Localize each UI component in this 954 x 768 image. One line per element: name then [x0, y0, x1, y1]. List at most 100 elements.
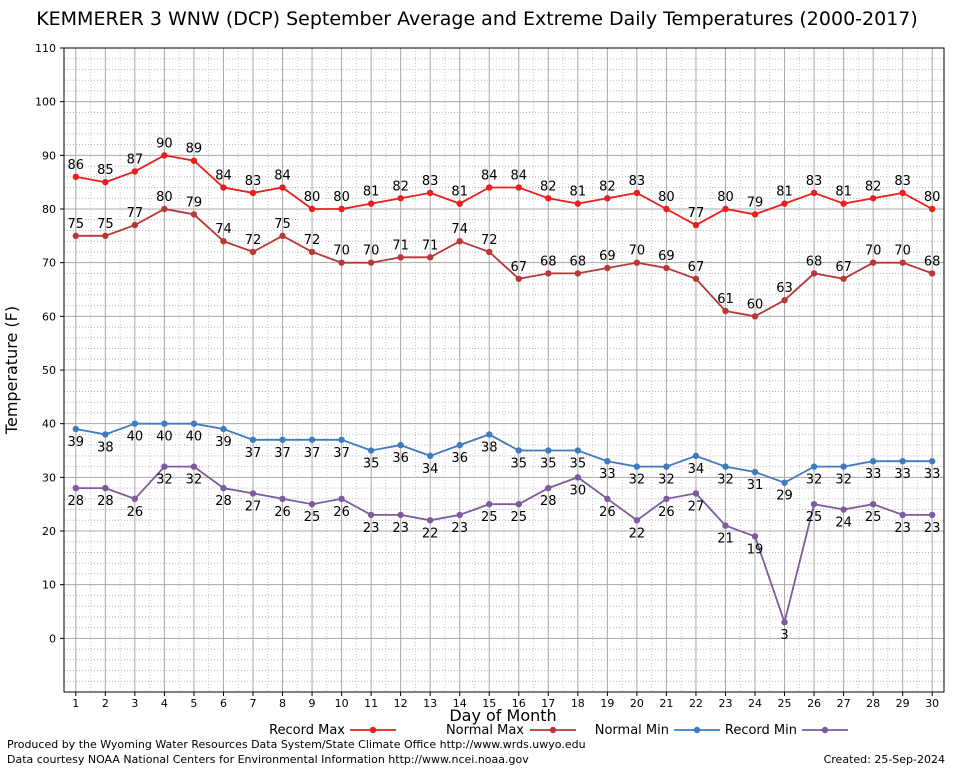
data-label-record-min: 28 [97, 494, 114, 509]
data-label-record-min: 3 [780, 628, 788, 643]
data-label-normal-min: 32 [658, 473, 675, 488]
data-point-record-min [869, 500, 877, 508]
y-tick-label: 30 [42, 471, 56, 484]
x-tick-label: 14 [453, 697, 467, 710]
x-tick-label: 1 [72, 697, 79, 710]
series-layer: 86 85 87 90 89 84 83 84 80 80 81 82 83 81 84 84 82 81 82 83… [68, 136, 941, 643]
y-tick-label: 0 [49, 632, 56, 645]
data-label-normal-max: 60 [747, 297, 764, 312]
data-point-record-min [338, 495, 345, 502]
data-point-normal-min [190, 420, 198, 427]
data-point-record-min [72, 484, 80, 492]
x-tick-label: 17 [541, 697, 555, 710]
x-tick-label: 2 [102, 697, 109, 710]
legend-label: Record Max [269, 723, 345, 738]
data-point-normal-max [338, 259, 345, 266]
y-tick-label: 110 [35, 42, 56, 55]
data-label-normal-max: 71 [422, 238, 439, 253]
data-label-normal-min: 37 [245, 446, 262, 461]
data-point-record-max [367, 200, 375, 207]
data-point-normal-min [810, 463, 818, 470]
data-label-normal-max: 67 [835, 260, 852, 275]
data-label-normal-min: 33 [924, 467, 941, 482]
series-record-max: 86 85 87 90 89 84 83 84 80 80 81 82 83 81 84 84 82 81 82 83… [68, 136, 940, 229]
data-point-record-max [781, 200, 788, 207]
data-label-normal-min: 38 [481, 440, 498, 455]
chart-grid [64, 47, 944, 693]
data-label-normal-min: 39 [215, 435, 232, 450]
data-point-record-max [456, 200, 463, 207]
data-label-normal-min: 37 [304, 446, 321, 461]
data-point-normal-max [810, 270, 818, 277]
series-line-normal-max [75, 208, 933, 318]
data-point-record-min [928, 511, 936, 519]
data-point-normal-max [633, 259, 641, 266]
x-axis-title: Day of Month [449, 706, 556, 725]
data-point-normal-max [426, 254, 434, 261]
data-label-record-min: 22 [629, 526, 646, 541]
data-label-record-min: 27 [245, 499, 262, 514]
data-point-record-min [692, 490, 700, 497]
data-label-record-min: 28 [68, 494, 85, 509]
data-point-normal-max [722, 307, 729, 315]
data-point-normal-min [722, 463, 729, 470]
y-tick-label: 50 [42, 364, 56, 377]
data-point-record-min [190, 463, 198, 470]
data-point-record-min [781, 619, 788, 626]
data-point-normal-min [840, 463, 847, 470]
data-point-record-max [308, 205, 316, 213]
data-point-record-min [722, 522, 729, 529]
data-label-normal-max: 75 [274, 217, 291, 232]
data-label-normal-min: 36 [451, 451, 468, 466]
data-label-normal-max: 74 [215, 222, 232, 237]
data-point-normal-max [486, 248, 493, 256]
data-label-normal-max: 68 [540, 254, 557, 269]
data-point-record-max [928, 205, 936, 213]
data-point-record-max [633, 189, 641, 197]
data-label-normal-min: 39 [68, 435, 85, 450]
data-point-record-max [190, 157, 198, 164]
x-tick-label: 24 [748, 697, 762, 710]
data-label-normal-max: 70 [865, 244, 882, 259]
data-point-normal-min [249, 436, 257, 443]
x-tick-label: 21 [659, 697, 673, 710]
data-point-normal-min [781, 479, 788, 486]
data-label-normal-max: 69 [658, 249, 675, 264]
data-point-record-max [161, 152, 168, 159]
data-label-normal-max: 74 [451, 222, 468, 237]
data-point-record-min [308, 500, 316, 508]
data-point-normal-max [663, 264, 670, 272]
legend-label: Normal Min [595, 723, 669, 738]
data-label-record-max: 83 [629, 174, 646, 189]
legend-label: Record Min [725, 723, 797, 738]
data-label-record-max: 80 [304, 190, 321, 205]
series-normal-max: 75 75 77 80 79 74 72 75 72 70 70 71 71 74 72 67 68 68 69 70… [68, 190, 940, 320]
data-label-normal-max: 72 [481, 233, 498, 248]
data-point-record-min [397, 511, 404, 519]
data-label-normal-min: 35 [570, 457, 587, 472]
data-point-normal-max [869, 259, 877, 266]
data-point-normal-min [899, 458, 906, 465]
legend-marker [369, 726, 377, 734]
x-tick-label: 11 [364, 697, 378, 710]
data-label-record-min: 25 [304, 510, 321, 525]
data-point-normal-min [72, 425, 80, 433]
data-label-record-max: 89 [186, 142, 203, 157]
data-point-record-max [338, 205, 345, 213]
data-label-normal-max: 61 [717, 292, 734, 307]
data-label-record-max: 90 [156, 136, 173, 151]
data-point-record-min [663, 495, 670, 502]
data-point-record-min [545, 484, 552, 492]
data-point-normal-max [190, 211, 198, 218]
x-tick-label: 30 [925, 697, 939, 710]
data-point-normal-min [220, 425, 227, 433]
data-label-normal-min: 31 [747, 478, 764, 493]
data-label-normal-min: 32 [806, 473, 823, 488]
data-point-normal-max [102, 232, 109, 240]
data-point-record-max [574, 200, 582, 207]
series-line-record-min [75, 465, 933, 626]
data-label-record-max: 79 [747, 195, 764, 210]
data-label-normal-max: 72 [304, 233, 321, 248]
data-label-record-max: 84 [274, 169, 291, 184]
y-tick-label: 60 [42, 310, 56, 323]
